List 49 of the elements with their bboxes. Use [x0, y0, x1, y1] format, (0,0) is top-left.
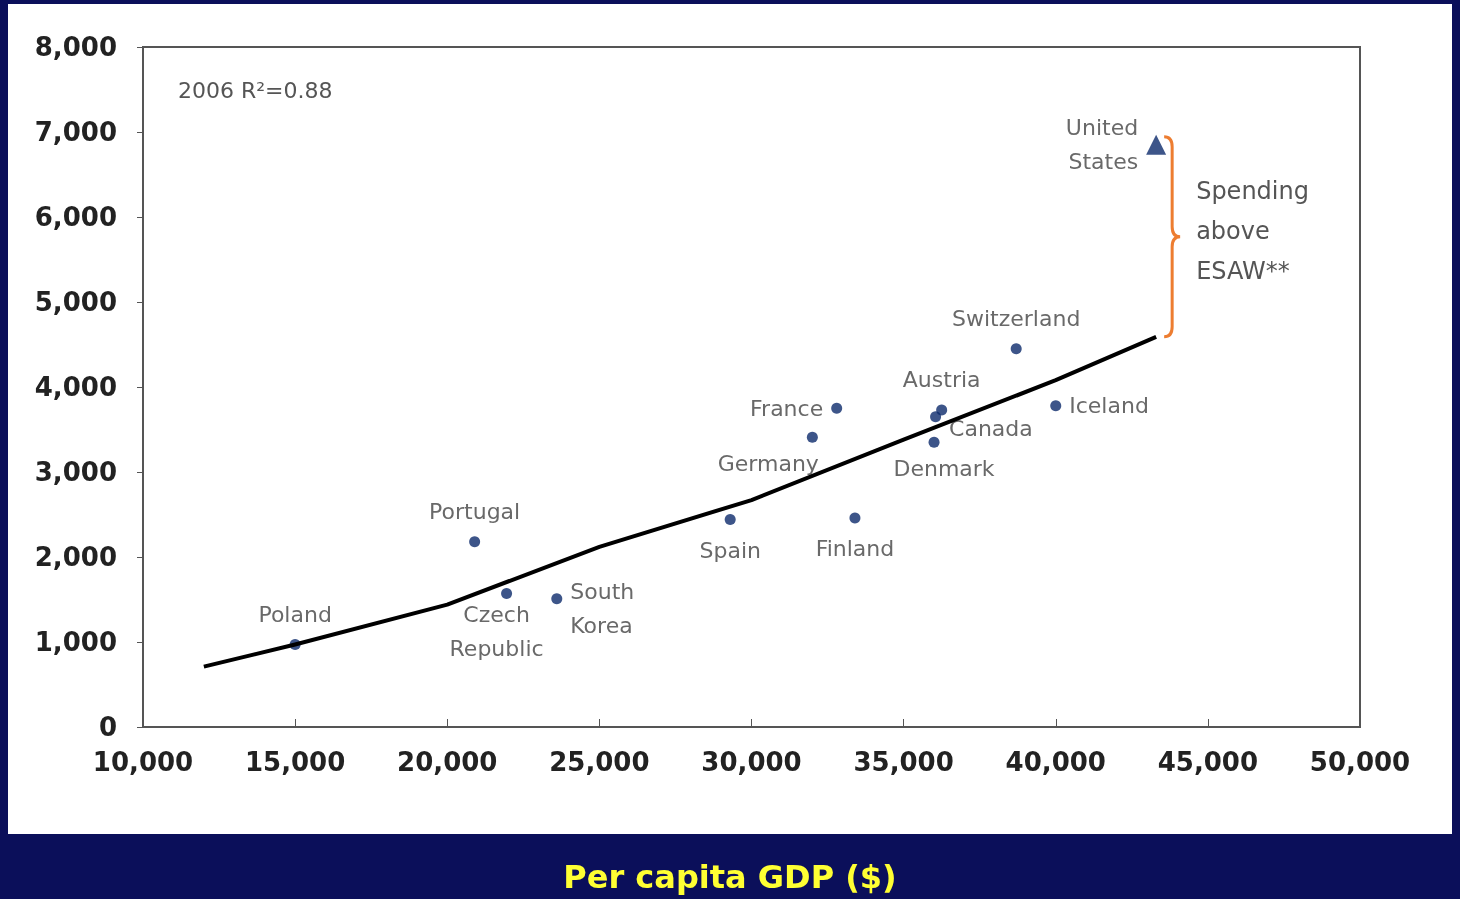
- point: [806, 431, 818, 443]
- series-label: Iceland: [1069, 393, 1149, 419]
- point: [1050, 400, 1062, 412]
- y-tick-label: 5,000: [34, 287, 117, 317]
- series-label: Switzerland: [952, 305, 1081, 331]
- x-tick-label: 10,000: [92, 747, 194, 777]
- point: [849, 512, 861, 524]
- point: [936, 404, 948, 416]
- series-label: Germany: [717, 450, 819, 476]
- line-series: [201, 334, 1159, 669]
- series-label: Poland: [258, 601, 332, 627]
- series-label: Portugal: [429, 498, 521, 524]
- x-tick-label: 35,000: [853, 747, 954, 777]
- point: [928, 436, 940, 448]
- annotation: 2006 R²=0.88: [178, 77, 333, 103]
- y-tick-label: 7,000: [34, 117, 117, 147]
- series-label: France: [750, 395, 824, 421]
- point: [469, 536, 481, 548]
- x-axis-title: Per capita GDP ($): [562, 858, 898, 896]
- y-tick-label: 8,000: [34, 32, 117, 62]
- y-tick-label: 2,000: [34, 542, 117, 572]
- series-label: South Korea: [570, 579, 635, 639]
- x-tick-label: 30,000: [701, 747, 802, 777]
- series-label: Czech Republic: [449, 601, 544, 661]
- point: [501, 588, 513, 600]
- y-tick-label: 1,000: [34, 627, 117, 657]
- series-label: Austria: [902, 366, 981, 392]
- x-tick-label: 40,000: [1005, 747, 1106, 777]
- series-label: Canada: [949, 416, 1033, 442]
- y-tick-label: 4,000: [34, 372, 117, 402]
- point: [930, 411, 942, 423]
- point: [551, 593, 563, 605]
- x-tick-label: 25,000: [549, 747, 650, 777]
- x-tick-label: 20,000: [397, 747, 498, 777]
- point: [831, 402, 843, 414]
- annotation: Spending above ESAW**: [1196, 176, 1309, 285]
- x-tick-label: 45,000: [1157, 747, 1259, 777]
- point: [1146, 134, 1167, 155]
- x-tick-label: 15,000: [244, 747, 346, 777]
- y-tick-label: 3,000: [34, 457, 117, 487]
- y-tick-label: 6,000: [34, 202, 117, 232]
- point: [724, 514, 736, 526]
- x-tick-label: 50,000: [1309, 747, 1411, 777]
- point: [1010, 343, 1022, 355]
- y-tick-label: 0: [98, 712, 117, 742]
- series-label: Denmark: [893, 456, 995, 482]
- series-label: Finland: [815, 535, 895, 561]
- series-label: Spain: [699, 537, 761, 563]
- series-label: United States: [1065, 115, 1139, 175]
